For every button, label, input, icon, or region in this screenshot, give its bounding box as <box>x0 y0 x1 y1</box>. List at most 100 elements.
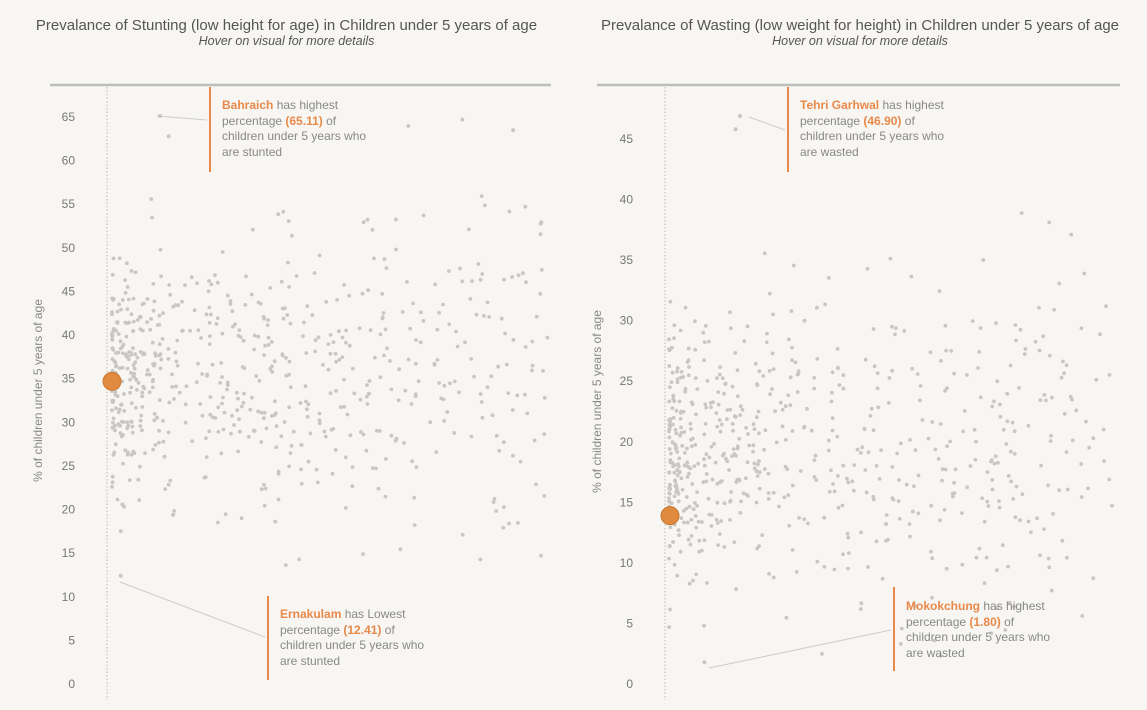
data-point[interactable] <box>986 504 991 508</box>
data-point[interactable] <box>126 357 131 362</box>
data-point[interactable] <box>384 457 388 461</box>
data-point[interactable] <box>864 490 869 495</box>
data-point[interactable] <box>120 502 125 507</box>
data-point[interactable] <box>841 552 845 557</box>
data-point[interactable] <box>502 440 506 445</box>
data-point[interactable] <box>273 411 278 416</box>
data-point[interactable] <box>127 320 132 325</box>
data-point[interactable] <box>510 275 514 279</box>
data-point[interactable] <box>487 315 492 319</box>
data-point[interactable] <box>256 409 261 414</box>
data-point[interactable] <box>129 350 133 355</box>
data-point[interactable] <box>472 374 476 379</box>
data-point[interactable] <box>738 413 743 417</box>
data-point[interactable] <box>688 466 693 471</box>
data-point[interactable] <box>918 384 923 388</box>
data-point[interactable] <box>434 450 439 454</box>
data-point[interactable] <box>790 429 795 433</box>
data-point[interactable] <box>677 456 682 461</box>
data-point[interactable] <box>250 395 254 400</box>
data-point[interactable] <box>780 424 785 429</box>
data-point[interactable] <box>239 404 244 409</box>
data-point[interactable] <box>725 417 729 421</box>
data-point[interactable] <box>538 232 543 237</box>
data-point[interactable] <box>668 460 673 465</box>
data-point[interactable] <box>350 484 355 489</box>
data-point[interactable] <box>869 406 874 411</box>
data-point[interactable] <box>944 348 948 353</box>
data-point[interactable] <box>722 501 727 506</box>
data-point[interactable] <box>167 400 172 405</box>
data-point[interactable] <box>719 422 724 427</box>
data-point[interactable] <box>136 477 141 482</box>
data-point[interactable] <box>236 396 240 401</box>
data-point[interactable] <box>272 359 277 364</box>
data-point[interactable] <box>286 260 290 265</box>
data-point[interactable] <box>337 357 342 362</box>
data-point[interactable] <box>764 340 769 345</box>
data-point[interactable] <box>751 422 756 426</box>
data-point[interactable] <box>209 282 214 287</box>
data-point[interactable] <box>696 519 701 524</box>
data-point[interactable] <box>756 409 761 414</box>
data-point[interactable] <box>771 312 775 317</box>
data-point[interactable] <box>682 509 686 513</box>
data-point[interactable] <box>209 312 213 317</box>
data-point[interactable] <box>672 562 677 567</box>
data-point[interactable] <box>118 529 123 533</box>
data-point[interactable] <box>809 428 814 433</box>
data-point[interactable] <box>237 328 242 332</box>
data-point[interactable] <box>757 459 761 463</box>
data-point[interactable] <box>845 531 850 536</box>
data-point[interactable] <box>777 504 781 509</box>
data-point[interactable] <box>289 444 294 448</box>
data-point[interactable] <box>1047 565 1052 570</box>
data-point[interactable] <box>943 323 948 328</box>
data-point[interactable] <box>806 521 810 526</box>
data-point[interactable] <box>830 416 835 421</box>
data-point[interactable] <box>790 358 794 362</box>
data-point[interactable] <box>445 410 450 414</box>
data-point[interactable] <box>1044 398 1048 403</box>
data-point[interactable] <box>157 398 162 402</box>
data-point[interactable] <box>1037 305 1041 310</box>
data-point[interactable] <box>1050 395 1054 400</box>
data-point[interactable] <box>880 576 885 581</box>
data-point[interactable] <box>111 416 116 421</box>
data-point[interactable] <box>768 392 772 397</box>
data-point[interactable] <box>787 523 792 528</box>
data-point[interactable] <box>138 424 143 428</box>
data-point[interactable] <box>667 499 671 504</box>
data-point[interactable] <box>198 402 203 406</box>
data-point[interactable] <box>151 308 156 313</box>
data-point[interactable] <box>961 429 966 434</box>
data-point[interactable] <box>738 404 743 409</box>
data-point[interactable] <box>532 438 537 443</box>
data-point[interactable] <box>409 402 414 406</box>
data-point[interactable] <box>166 430 171 435</box>
data-point[interactable] <box>523 345 528 349</box>
data-point[interactable] <box>131 363 136 367</box>
data-point[interactable] <box>715 424 720 429</box>
data-point[interactable] <box>1062 411 1067 416</box>
data-point[interactable] <box>732 540 737 544</box>
data-point[interactable] <box>797 516 801 520</box>
data-point[interactable] <box>288 451 293 455</box>
data-point[interactable] <box>168 292 173 297</box>
data-point[interactable] <box>180 299 184 304</box>
data-point[interactable] <box>709 444 714 449</box>
data-point[interactable] <box>823 302 827 307</box>
data-point[interactable] <box>215 280 220 285</box>
data-point[interactable] <box>802 425 806 430</box>
data-point[interactable] <box>110 338 115 342</box>
data-point[interactable] <box>376 486 381 491</box>
data-point[interactable] <box>150 215 155 220</box>
data-point[interactable] <box>123 448 128 453</box>
data-point[interactable] <box>798 469 803 473</box>
data-point[interactable] <box>330 471 335 476</box>
data-point[interactable] <box>729 490 733 494</box>
data-point[interactable] <box>841 463 846 468</box>
data-point[interactable] <box>403 388 408 393</box>
data-point[interactable] <box>978 326 983 330</box>
data-point[interactable] <box>394 217 398 222</box>
